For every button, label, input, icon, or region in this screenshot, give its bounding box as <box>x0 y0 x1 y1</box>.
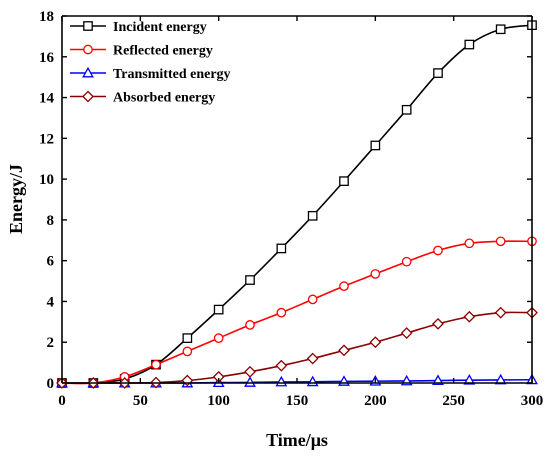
data-point-incident <box>339 176 349 186</box>
data-point-reflected <box>433 245 443 256</box>
y-tick-label: 0 <box>47 376 55 392</box>
data-point-absorbed <box>369 336 382 349</box>
data-point-reflected <box>245 320 255 330</box>
legend-label: Transmitted energy <box>113 67 231 82</box>
data-point-absorbed <box>400 327 413 339</box>
data-point-transmitted <box>244 376 256 387</box>
legend-item-reflected: Reflected energy <box>70 44 213 59</box>
y-tick-label: 2 <box>47 335 55 351</box>
data-point-reflected <box>307 294 318 305</box>
legend: Incident energy Reflected energy Transmitt… <box>70 20 231 106</box>
data-point-incident <box>370 140 381 151</box>
data-point-absorbed <box>463 310 476 323</box>
legend-label: Absorbed energy <box>113 91 215 106</box>
data-point-reflected <box>151 359 161 370</box>
data-point-transmitted <box>463 374 476 385</box>
y-tick-label: 6 <box>47 254 55 270</box>
data-point-absorbed <box>275 359 288 372</box>
data-point-absorbed <box>306 352 319 365</box>
y-tick-label: 14 <box>39 91 55 107</box>
data-point-reflected <box>339 281 349 292</box>
x-tick-label: 250 <box>442 393 465 409</box>
legend-marker <box>83 21 93 31</box>
legend-marker <box>83 44 93 55</box>
data-point-incident <box>307 210 318 221</box>
x-tick-label: 0 <box>58 393 66 409</box>
legend-item-incident: Incident energy <box>70 20 207 35</box>
data-point-incident <box>182 333 193 343</box>
data-point-incident <box>245 275 255 285</box>
y-tick-label: 16 <box>39 50 55 66</box>
legend-label: Reflected energy <box>113 44 213 59</box>
data-point-incident <box>276 243 287 254</box>
legend-item-transmitted: Transmitted energy <box>70 66 231 82</box>
plot-background <box>62 16 532 383</box>
x-tick-label: 200 <box>364 393 387 409</box>
y-tick-label: 4 <box>47 294 55 310</box>
y-tick-label: 10 <box>39 172 54 188</box>
series-line-incident <box>61 24 533 385</box>
data-point-reflected <box>182 346 193 357</box>
plot-area <box>62 16 532 383</box>
data-point-incident <box>433 68 443 78</box>
x-tick-label: 150 <box>286 393 309 409</box>
x-tick-label: 50 <box>133 393 148 409</box>
data-point-reflected <box>464 238 475 249</box>
y-tick-label: 8 <box>47 213 55 229</box>
ticks-layer: 0 50 100 150 200 250 300 0 2 4 6 8 10 12 14 16 18 <box>39 9 543 409</box>
y-tick-label: 12 <box>39 131 54 147</box>
legend-marker <box>82 90 94 103</box>
data-point-reflected <box>276 307 287 318</box>
data-point-reflected <box>370 269 381 279</box>
x-axis-title: Time/μs <box>266 430 328 450</box>
x-tick-label: 300 <box>521 393 544 409</box>
series-line-reflected <box>61 240 533 385</box>
data-point-incident <box>213 304 224 315</box>
x-tick-label: 100 <box>207 393 230 409</box>
data-point-absorbed <box>494 306 507 319</box>
legend-marker <box>82 66 94 78</box>
data-point-reflected <box>213 333 224 343</box>
data-point-absorbed <box>432 317 444 330</box>
data-point-incident <box>495 24 506 35</box>
data-point-incident <box>401 104 412 115</box>
legend-item-absorbed: Absorbed energy <box>70 91 215 106</box>
data-point-reflected <box>495 236 506 247</box>
legend-label: Incident energy <box>113 20 207 35</box>
data-point-absorbed <box>244 365 256 378</box>
y-tick-label: 18 <box>39 9 54 25</box>
data-point-absorbed <box>338 344 350 357</box>
y-axis-title: Energy/J <box>6 164 26 234</box>
data-point-incident <box>464 39 475 50</box>
data-point-reflected <box>401 256 412 267</box>
